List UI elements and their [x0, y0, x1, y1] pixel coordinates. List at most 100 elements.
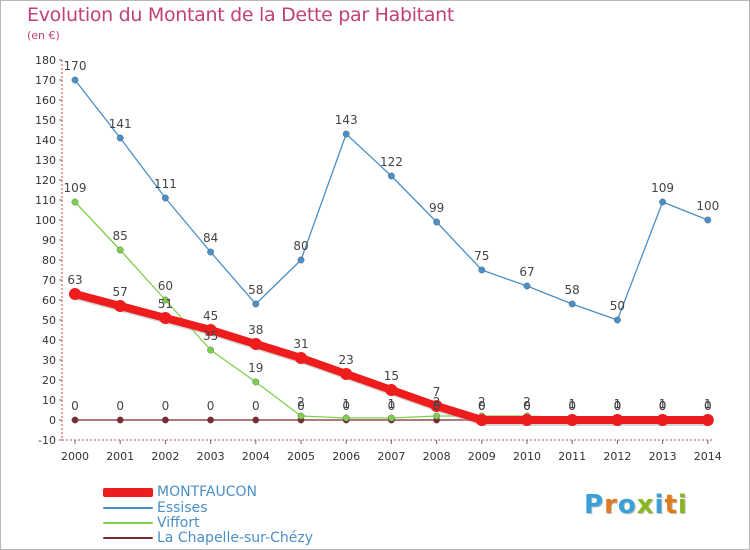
data-point-essises	[523, 282, 531, 290]
data-label-essises: 80	[293, 239, 308, 253]
data-label-la-chapelle-sur-chezy: 0	[207, 399, 215, 413]
data-point-viffort	[252, 378, 260, 386]
data-point-montfaucon	[340, 368, 353, 380]
logo-letter: t	[664, 490, 678, 520]
y-tick-label: 100	[35, 214, 56, 227]
data-label-la-chapelle-sur-chezy: 0	[659, 399, 667, 413]
y-tick-label: 0	[49, 414, 56, 427]
data-label-montfaucon: 51	[158, 297, 173, 311]
x-tick-label: 2003	[197, 450, 225, 463]
data-label-essises: 122	[380, 155, 403, 169]
y-tick-label: 30	[42, 354, 56, 367]
data-label-montfaucon: 0	[659, 399, 667, 413]
data-point-viffort	[297, 412, 305, 420]
data-point-montfaucon	[701, 414, 714, 426]
x-tick-label: 2014	[694, 450, 722, 463]
data-point-essises	[568, 300, 576, 308]
data-point-viffort	[342, 414, 350, 422]
data-label-essises: 170	[64, 59, 87, 73]
data-point-viffort	[161, 296, 169, 304]
legend-item-la-chapelle: La Chapelle-sur-Chézy	[103, 530, 313, 546]
x-tick-label: 2009	[468, 450, 496, 463]
y-tick-label: 70	[42, 274, 56, 287]
data-label-la-chapelle-sur-chezy: 0	[297, 399, 305, 413]
y-tick-label: 130	[35, 154, 56, 167]
data-label-essises: 67	[519, 265, 534, 279]
data-point-montfaucon	[521, 414, 533, 426]
y-tick-label: 90	[42, 234, 56, 247]
y-tick-label: -10	[38, 434, 56, 447]
logo-letter: o	[617, 490, 637, 520]
data-point-la-chapelle-sur-chezy	[252, 416, 260, 424]
data-label-montfaucon: 0	[704, 399, 712, 413]
data-point-essises	[116, 134, 124, 142]
data-label-viffort: 2	[523, 395, 531, 409]
y-tick-label: 10	[42, 394, 56, 407]
logo-letter: i	[654, 490, 665, 520]
data-label-montfaucon: 0	[614, 399, 622, 413]
y-tick-label: 120	[35, 174, 56, 187]
data-label-essises: 109	[651, 181, 674, 195]
y-tick-label: 80	[42, 254, 56, 267]
data-label-viffort: 1	[659, 397, 667, 411]
data-point-essises	[704, 216, 712, 224]
data-label-montfaucon: 38	[248, 323, 263, 337]
legend-label-montfaucon: MONTFAUCON	[157, 484, 257, 500]
data-label-la-chapelle-sur-chezy: 0	[388, 399, 396, 413]
data-point-la-chapelle-sur-chezy	[71, 416, 79, 424]
data-label-montfaucon: 0	[523, 399, 531, 413]
data-point-montfaucon	[159, 312, 172, 324]
legend-item-essises: Essises	[103, 500, 208, 516]
data-label-la-chapelle-sur-chezy: 0	[704, 399, 712, 413]
data-label-essises: 58	[248, 283, 263, 297]
data-label-essises: 50	[610, 299, 625, 313]
data-point-montfaucon	[656, 414, 669, 426]
proxiti-logo: Proxiti	[584, 490, 688, 520]
data-label-montfaucon: 57	[113, 285, 128, 299]
x-tick-label: 2000	[61, 450, 89, 463]
y-tick-label: 60	[42, 294, 56, 307]
x-tick-label: 2006	[332, 450, 360, 463]
y-tick-label: 20	[42, 374, 56, 387]
data-point-montfaucon	[249, 338, 262, 350]
data-label-la-chapelle-sur-chezy: 0	[71, 399, 79, 413]
data-label-essises: 75	[474, 249, 489, 263]
x-tick-label: 2013	[649, 450, 677, 463]
data-label-viffort: 1	[388, 397, 396, 411]
data-label-montfaucon: 23	[339, 353, 354, 367]
data-point-essises	[207, 248, 215, 256]
data-point-montfaucon	[295, 352, 307, 364]
data-point-la-chapelle-sur-chezy	[116, 416, 124, 424]
legend-label-viffort: Viffort	[157, 515, 200, 531]
data-label-viffort: 2	[433, 395, 441, 409]
data-label-viffort: 35	[203, 329, 218, 343]
legend-label-la-chapelle: La Chapelle-sur-Chézy	[157, 530, 313, 546]
data-label-essises: 143	[335, 113, 358, 127]
data-label-montfaucon: 0	[568, 399, 576, 413]
data-label-la-chapelle-sur-chezy: 0	[523, 399, 531, 413]
data-label-la-chapelle-sur-chezy: 0	[568, 399, 576, 413]
data-label-viffort: 2	[297, 395, 305, 409]
legend-swatch-montfaucon	[103, 487, 153, 497]
data-label-essises: 99	[429, 201, 444, 215]
data-label-montfaucon: 31	[293, 337, 308, 351]
data-label-montfaucon: 15	[384, 369, 399, 383]
legend-item-montfaucon: MONTFAUCON	[103, 484, 257, 500]
logo-letter: r	[604, 490, 618, 520]
data-point-essises	[478, 266, 486, 274]
legend-swatch-la-chapelle	[103, 537, 153, 539]
data-point-la-chapelle-sur-chezy	[207, 416, 215, 424]
data-point-montfaucon	[69, 288, 81, 300]
x-tick-label: 2002	[151, 450, 179, 463]
legend-item-viffort: Viffort	[103, 515, 200, 531]
data-label-essises: 58	[565, 283, 580, 297]
legend-label-essises: Essises	[157, 500, 208, 516]
x-tick-label: 2005	[287, 450, 315, 463]
data-point-essises	[433, 218, 440, 226]
data-label-viffort: 1	[614, 397, 622, 411]
logo-letter: i	[677, 490, 688, 520]
data-label-essises: 111	[154, 177, 177, 191]
data-label-montfaucon: 45	[203, 309, 218, 323]
